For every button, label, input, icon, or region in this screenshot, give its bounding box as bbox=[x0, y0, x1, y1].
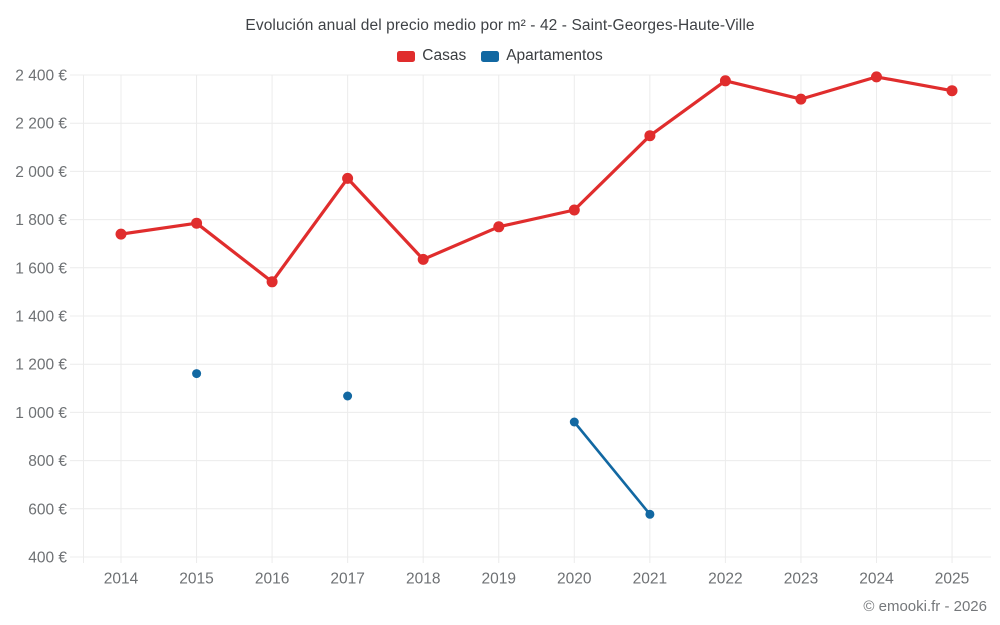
svg-text:2 000 €: 2 000 € bbox=[15, 164, 67, 181]
svg-text:2021: 2021 bbox=[633, 571, 667, 588]
svg-text:2019: 2019 bbox=[482, 571, 516, 588]
legend-label-casas: Casas bbox=[422, 47, 467, 64]
svg-text:2 200 €: 2 200 € bbox=[15, 116, 67, 133]
svg-text:2022: 2022 bbox=[708, 571, 742, 588]
svg-text:1 400 €: 1 400 € bbox=[15, 309, 67, 326]
svg-text:1 000 €: 1 000 € bbox=[15, 405, 67, 422]
legend-label-apartamentos: Apartamentos bbox=[506, 47, 603, 64]
svg-text:2 400 €: 2 400 € bbox=[15, 68, 67, 85]
svg-text:1 800 €: 1 800 € bbox=[15, 212, 67, 229]
svg-text:2017: 2017 bbox=[330, 571, 364, 588]
legend-item-apartamentos[interactable]: Apartamentos bbox=[481, 47, 603, 65]
legend-item-casas[interactable]: Casas bbox=[397, 47, 466, 65]
svg-text:800 €: 800 € bbox=[28, 453, 67, 470]
svg-text:1 200 €: 1 200 € bbox=[15, 357, 67, 374]
svg-text:2016: 2016 bbox=[255, 571, 289, 588]
svg-text:1 600 €: 1 600 € bbox=[15, 260, 67, 277]
apartamentos-series-swatch-icon bbox=[481, 50, 500, 62]
legend: Casas Apartamentos bbox=[0, 47, 1000, 65]
svg-text:2015: 2015 bbox=[179, 571, 213, 588]
svg-text:2023: 2023 bbox=[784, 571, 818, 588]
chart-title: Evolución anual del precio medio por m² … bbox=[245, 17, 755, 34]
svg-text:2018: 2018 bbox=[406, 571, 440, 588]
svg-text:2024: 2024 bbox=[859, 571, 894, 588]
svg-text:600 €: 600 € bbox=[28, 501, 67, 518]
svg-text:2020: 2020 bbox=[557, 571, 592, 588]
copyright-text: © emooki.fr - 2026 bbox=[863, 598, 987, 615]
svg-text:400 €: 400 € bbox=[28, 550, 67, 567]
casas-series-swatch-icon bbox=[397, 50, 416, 62]
svg-text:2014: 2014 bbox=[104, 571, 139, 588]
svg-text:2025: 2025 bbox=[935, 571, 969, 588]
